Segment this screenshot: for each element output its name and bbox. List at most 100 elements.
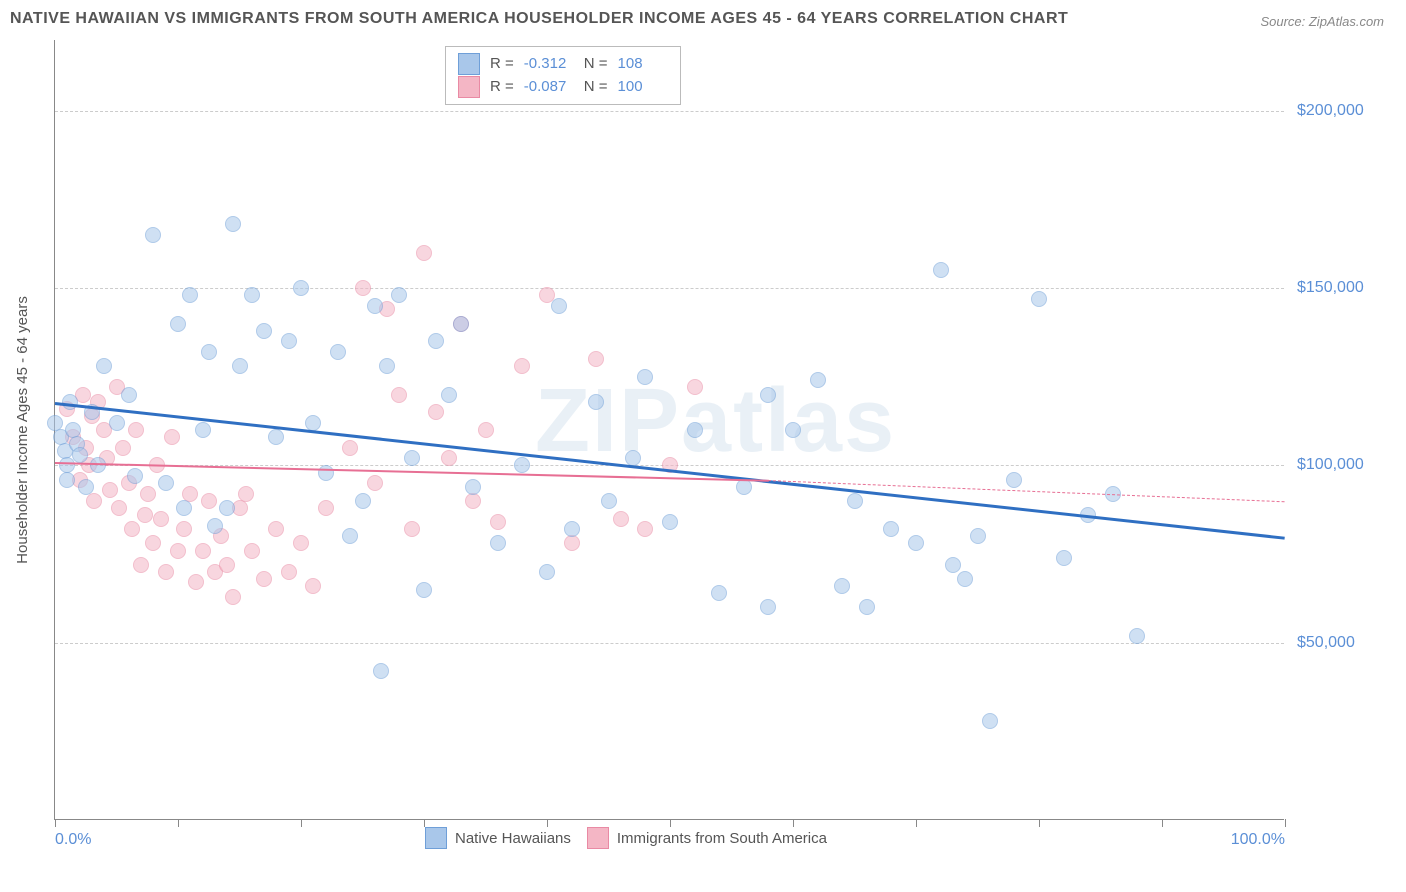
scatter-point-hawaiian xyxy=(514,457,530,473)
scatter-point-hawaiian xyxy=(933,262,949,278)
scatter-point-hawaiian xyxy=(244,287,260,303)
scatter-point-hawaiian xyxy=(883,521,899,537)
source-attribution: Source: ZipAtlas.com xyxy=(1260,14,1384,29)
series-label: Native Hawaiians xyxy=(455,830,571,847)
scatter-point-hawaiian xyxy=(847,493,863,509)
scatter-point-hawaiian xyxy=(127,468,143,484)
y-tick-label: $150,000 xyxy=(1297,279,1364,297)
x-tick xyxy=(916,819,917,827)
scatter-point-hawaiian xyxy=(121,387,137,403)
scatter-point-south_america xyxy=(478,422,494,438)
scatter-point-hawaiian xyxy=(201,344,217,360)
x-tick xyxy=(1162,819,1163,827)
scatter-point-south_america xyxy=(637,521,653,537)
legend-r-label: R = xyxy=(490,76,514,99)
scatter-point-south_america xyxy=(293,535,309,551)
plot-area: $50,000$100,000$150,000$200,0000.0%100.0… xyxy=(54,40,1284,820)
scatter-point-hawaiian xyxy=(232,358,248,374)
scatter-point-hawaiian xyxy=(859,599,875,615)
scatter-point-south_america xyxy=(164,429,180,445)
legend-r-value: -0.312 xyxy=(524,53,574,76)
scatter-point-hawaiian xyxy=(90,457,106,473)
scatter-point-hawaiian xyxy=(1129,628,1145,644)
scatter-point-south_america xyxy=(268,521,284,537)
scatter-point-hawaiian xyxy=(601,493,617,509)
scatter-point-south_america xyxy=(490,514,506,530)
scatter-point-hawaiian xyxy=(760,599,776,615)
x-tick xyxy=(547,819,548,827)
scatter-point-south_america xyxy=(256,571,272,587)
scatter-point-south_america xyxy=(140,486,156,502)
legend-swatch-icon xyxy=(425,827,447,849)
scatter-point-hawaiian xyxy=(453,316,469,332)
scatter-point-south_america xyxy=(86,493,102,509)
scatter-point-south_america xyxy=(188,574,204,590)
scatter-point-south_america xyxy=(318,500,334,516)
scatter-point-hawaiian xyxy=(373,663,389,679)
scatter-point-south_america xyxy=(158,564,174,580)
series-legend-item-hawaiian: Native Hawaiians xyxy=(425,827,571,849)
scatter-point-hawaiian xyxy=(256,323,272,339)
scatter-point-south_america xyxy=(170,543,186,559)
scatter-point-south_america xyxy=(428,404,444,420)
scatter-point-hawaiian xyxy=(945,557,961,573)
scatter-point-hawaiian xyxy=(170,316,186,332)
scatter-point-hawaiian xyxy=(379,358,395,374)
scatter-point-hawaiian xyxy=(158,475,174,491)
scatter-point-south_america xyxy=(355,280,371,296)
scatter-point-south_america xyxy=(281,564,297,580)
scatter-point-south_america xyxy=(111,500,127,516)
scatter-point-hawaiian xyxy=(96,358,112,374)
scatter-point-south_america xyxy=(367,475,383,491)
scatter-point-south_america xyxy=(404,521,420,537)
scatter-point-south_america xyxy=(391,387,407,403)
scatter-point-hawaiian xyxy=(318,465,334,481)
scatter-point-south_america xyxy=(588,351,604,367)
gridline xyxy=(55,111,1284,112)
y-axis-label: Householder Income Ages 45 - 64 years xyxy=(14,296,31,564)
scatter-point-hawaiian xyxy=(195,422,211,438)
scatter-point-hawaiian xyxy=(834,578,850,594)
scatter-point-hawaiian xyxy=(637,369,653,385)
y-tick-label: $100,000 xyxy=(1297,456,1364,474)
scatter-point-south_america xyxy=(137,507,153,523)
legend-swatch-icon xyxy=(458,76,480,98)
scatter-point-hawaiian xyxy=(367,298,383,314)
scatter-point-south_america xyxy=(102,482,118,498)
scatter-point-south_america xyxy=(441,450,457,466)
scatter-point-hawaiian xyxy=(1006,472,1022,488)
x-tick xyxy=(178,819,179,827)
y-tick-label: $50,000 xyxy=(1297,634,1355,652)
scatter-point-hawaiian xyxy=(293,280,309,296)
x-tick xyxy=(55,819,56,827)
legend-n-value: 100 xyxy=(618,76,668,99)
scatter-point-south_america xyxy=(465,493,481,509)
chart-title: NATIVE HAWAIIAN VS IMMIGRANTS FROM SOUTH… xyxy=(10,10,1396,28)
scatter-point-hawaiian xyxy=(908,535,924,551)
scatter-point-hawaiian xyxy=(539,564,555,580)
scatter-point-hawaiian xyxy=(176,500,192,516)
scatter-point-hawaiian xyxy=(957,571,973,587)
legend-n-label: N = xyxy=(584,76,608,99)
legend-swatch-icon xyxy=(458,53,480,75)
scatter-point-hawaiian xyxy=(982,713,998,729)
x-tick xyxy=(1039,819,1040,827)
scatter-point-south_america xyxy=(124,521,140,537)
watermark: ZIPatlas xyxy=(535,370,896,473)
scatter-point-hawaiian xyxy=(78,479,94,495)
legend-r-value: -0.087 xyxy=(524,76,574,99)
scatter-point-hawaiian xyxy=(1056,550,1072,566)
scatter-point-south_america xyxy=(613,511,629,527)
scatter-point-south_america xyxy=(687,379,703,395)
scatter-point-south_america xyxy=(416,245,432,261)
scatter-point-south_america xyxy=(128,422,144,438)
gridline xyxy=(55,643,1284,644)
scatter-point-hawaiian xyxy=(588,394,604,410)
correlation-row-south_america: R = -0.087 N = 100 xyxy=(458,76,668,99)
scatter-point-hawaiian xyxy=(490,535,506,551)
x-tick xyxy=(424,819,425,827)
series-label: Immigrants from South America xyxy=(617,830,827,847)
scatter-point-hawaiian xyxy=(330,344,346,360)
scatter-point-south_america xyxy=(342,440,358,456)
scatter-point-hawaiian xyxy=(355,493,371,509)
